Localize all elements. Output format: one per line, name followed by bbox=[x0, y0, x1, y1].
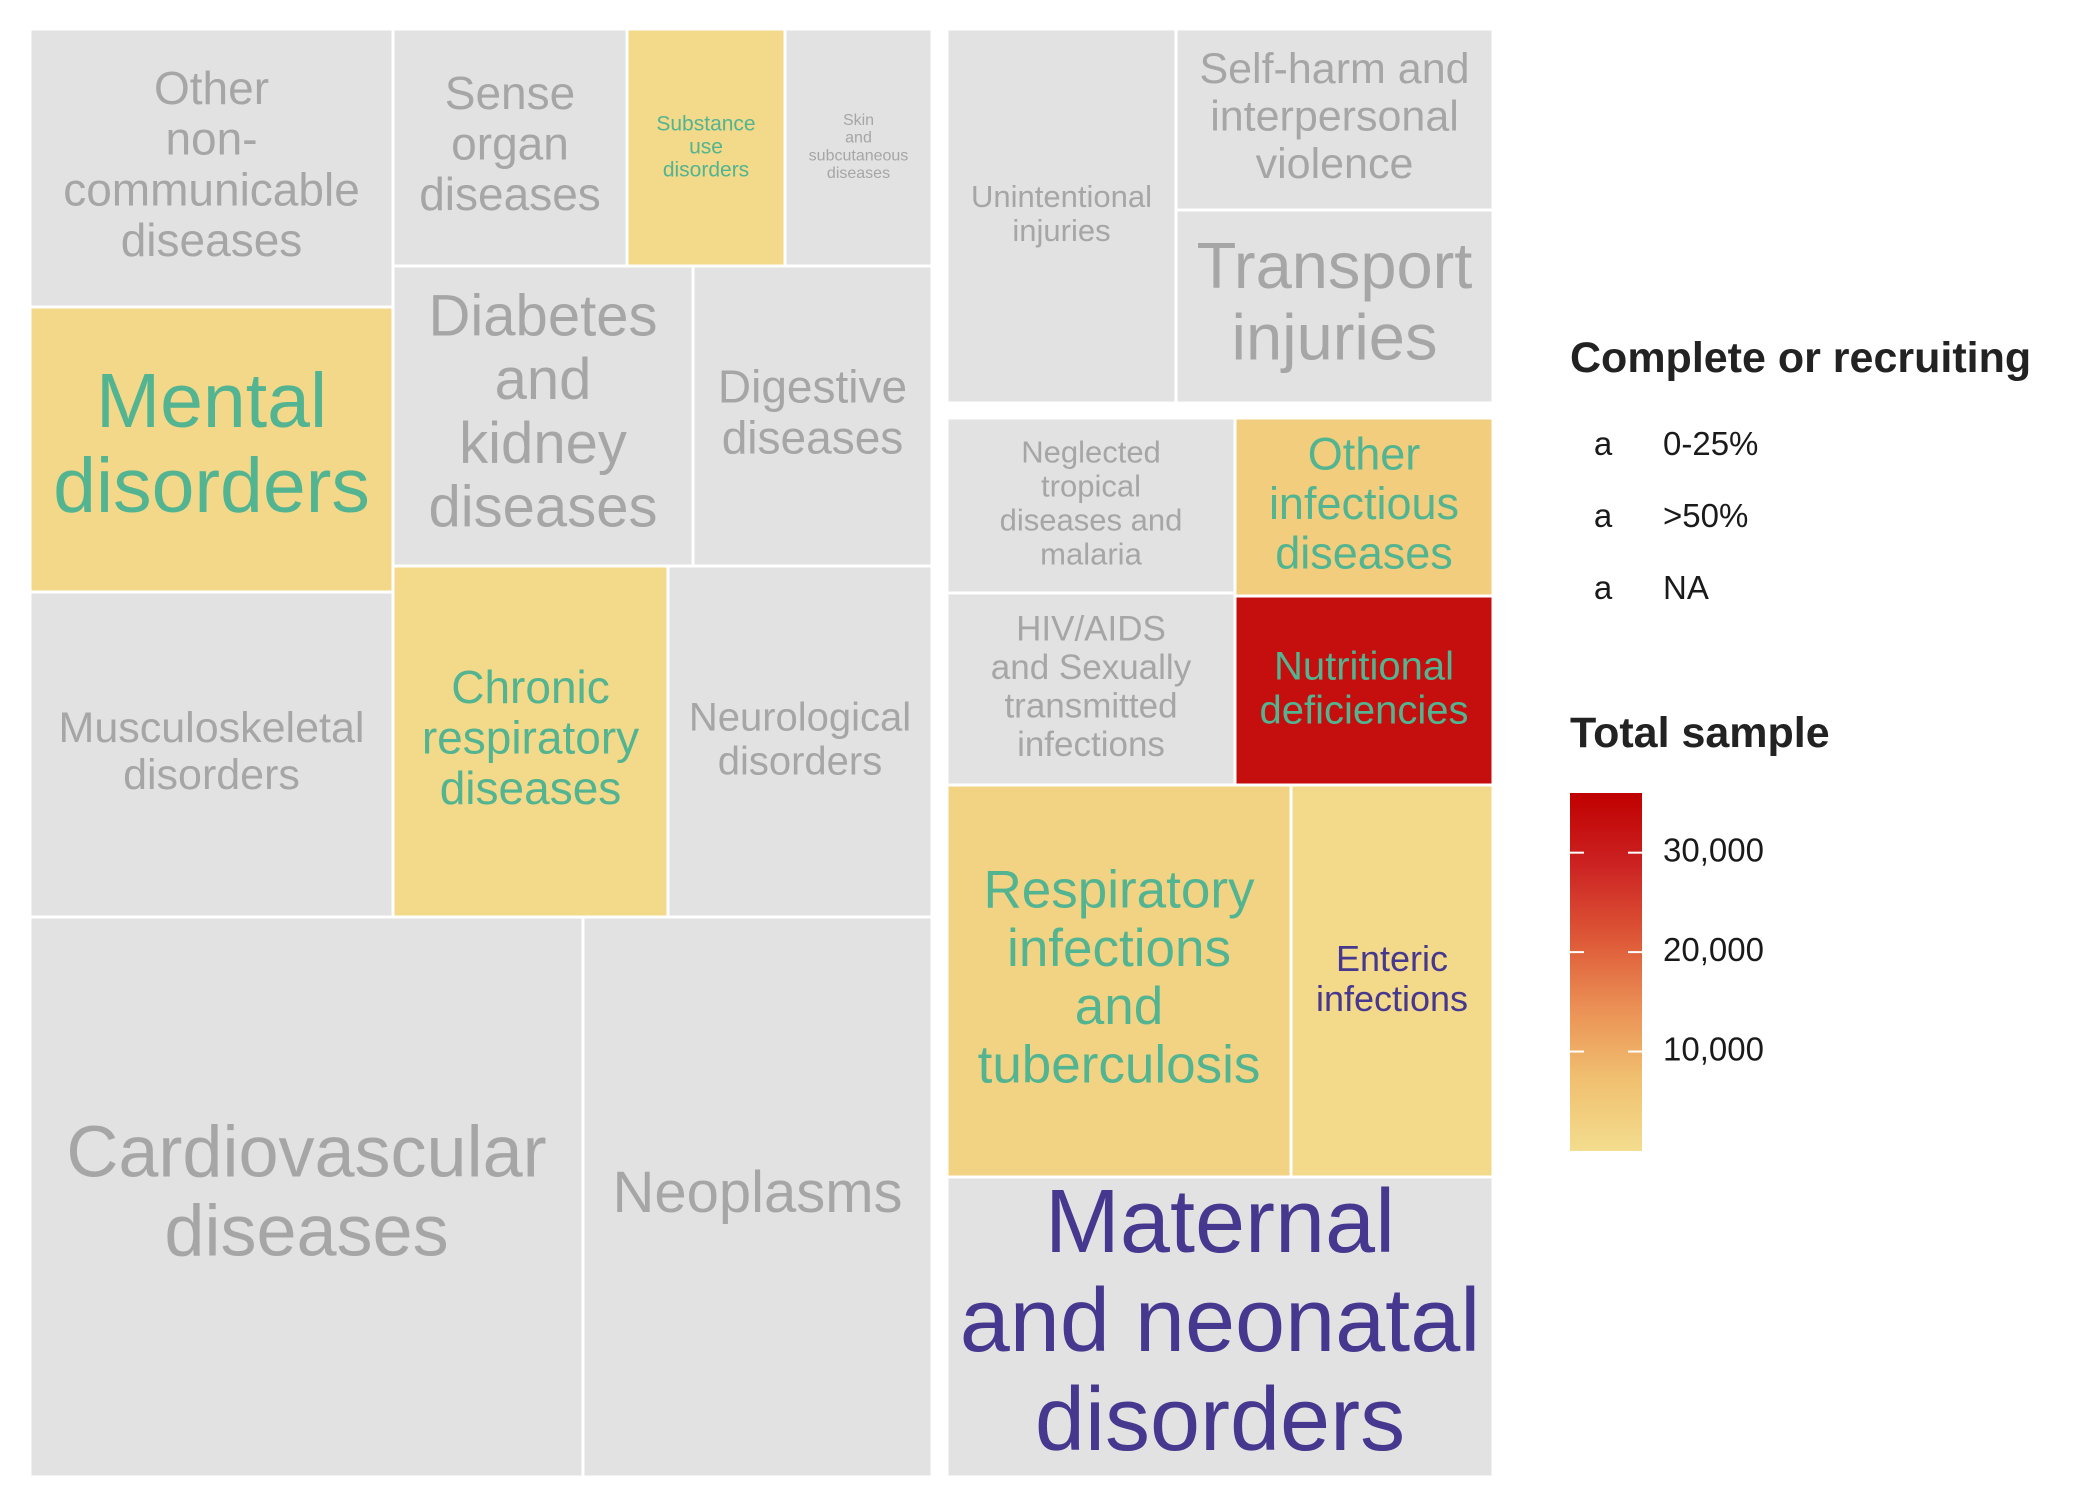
cell-self-harm-and-interpersonal-violence bbox=[1174, 27, 1495, 212]
legend-status-label-na: NA bbox=[1663, 569, 1709, 606]
cell-label-musculoskeletal-disorders: Musculoskeletal disorders bbox=[59, 704, 365, 799]
colorbar bbox=[1570, 793, 1642, 1151]
cell-neurological-disorders bbox=[666, 564, 934, 919]
cell-unintentional-injuries bbox=[945, 27, 1178, 405]
cell-cardiovascular-diseases bbox=[28, 915, 585, 1479]
cell-label-other-non-communicable-diseases: Other non-communicable diseases bbox=[63, 62, 360, 266]
cell-label-mental-disorders: Mental disorders bbox=[53, 358, 370, 529]
colorbar-tick-label: 20,000 bbox=[1663, 931, 1764, 968]
cell-respiratory-infections-and-tuberculosis bbox=[945, 783, 1293, 1179]
cell-neoplasms bbox=[581, 915, 934, 1479]
legend-status-key-0-25: a bbox=[1594, 425, 1613, 462]
cell-substance-use-disorders bbox=[625, 27, 787, 268]
cell-label-enteric-infections: Enteric infections bbox=[1316, 938, 1468, 1019]
cell-label-other-infectious-diseases: Other infectious diseases bbox=[1269, 428, 1459, 578]
cell-label-respiratory-infections-and-tuberculosis: Respiratory infections and tuberculosis bbox=[978, 861, 1261, 1095]
cell-label-cardiovascular-diseases: Cardiovascular diseases bbox=[66, 1112, 546, 1271]
cell-neglected-tropical-diseases-and-malaria bbox=[945, 416, 1237, 595]
cell-label-sense-organ-diseases: Sense organ diseases bbox=[419, 67, 601, 220]
cell-digestive-diseases bbox=[691, 264, 934, 568]
treemap-group: Other non-communicable diseases Sense organ d… bbox=[28, 27, 934, 1479]
cell-label-neurological-disorders: Neurological disorders bbox=[689, 695, 911, 783]
cell-other-infectious-diseases bbox=[1233, 416, 1495, 598]
legend-status-key-50: a bbox=[1594, 497, 1613, 534]
cell-label-diabetes-and-kidney-diseases: Diabetes and kidney diseases bbox=[429, 284, 658, 540]
cell-transport-injuries bbox=[1174, 208, 1495, 405]
legend-status: Complete or recruiting a 0-25% a >50% a NA bbox=[1570, 334, 2031, 606]
treemap-group: Unintentional injuries Self-harm and interp… bbox=[945, 27, 1495, 405]
cell-maternal-and-neonatal-disorders bbox=[945, 1175, 1495, 1479]
cell-other-non-communicable-diseases bbox=[28, 27, 395, 309]
colorbar-tick-label: 10,000 bbox=[1663, 1030, 1764, 1067]
cell-nutritional-deficiencies bbox=[1233, 594, 1495, 787]
legend-status-label-0-25: 0-25% bbox=[1663, 425, 1758, 462]
cell-enteric-infections bbox=[1289, 783, 1495, 1179]
cell-label-unintentional-injuries: Unintentional injuries bbox=[971, 179, 1152, 248]
cell-label-nutritional-deficiencies: Nutritional deficiencies bbox=[1259, 644, 1468, 732]
cell-label-maternal-and-neonatal-disorders: Maternal and neonatal disorders bbox=[960, 1172, 1481, 1470]
cell-diabetes-and-kidney-diseases bbox=[391, 264, 695, 568]
cell-label-self-harm-and-interpersonal-violence: Self-harm and interpersonal violence bbox=[1199, 46, 1469, 189]
cell-mental-disorders bbox=[28, 305, 395, 594]
cell-label-neoplasms: Neoplasms bbox=[612, 1160, 902, 1225]
legend-status-key-na: a bbox=[1594, 569, 1613, 606]
legend-status-label-50: >50% bbox=[1663, 497, 1748, 534]
legend-sample-title: Total sample bbox=[1570, 709, 1830, 757]
cell-label-skin-and-subcutaneous-diseases: Skin and subcutaneous diseases bbox=[809, 112, 909, 182]
cell-label-hiv-aids-and-sexually-transmitted-infections: HIV/AIDS and Sexually transmitted infection… bbox=[991, 610, 1192, 765]
cell-label-substance-use-disorders: Substance use disorders bbox=[656, 112, 755, 181]
cell-musculoskeletal-disorders bbox=[28, 590, 395, 919]
cell-sense-organ-diseases bbox=[391, 27, 629, 268]
cell-label-transport-injuries: Transport injuries bbox=[1197, 229, 1473, 374]
treemap-group: Neglected tropical diseases and malaria Othe… bbox=[945, 416, 1495, 1479]
colorbar-tick-label: 30,000 bbox=[1663, 831, 1764, 868]
cell-label-neglected-tropical-diseases-and-malaria: Neglected tropical diseases and malaria bbox=[1000, 435, 1183, 572]
legend-status-title: Complete or recruiting bbox=[1570, 334, 2031, 382]
cell-label-digestive-diseases: Digestive diseases bbox=[718, 361, 907, 464]
legend-sample: Total sample 10,000 20,000 30,000 bbox=[1570, 709, 1830, 1151]
cell-label-chronic-respiratory-diseases: Chronic respiratory diseases bbox=[422, 661, 639, 814]
cell-skin-and-subcutaneous-diseases bbox=[783, 27, 934, 268]
